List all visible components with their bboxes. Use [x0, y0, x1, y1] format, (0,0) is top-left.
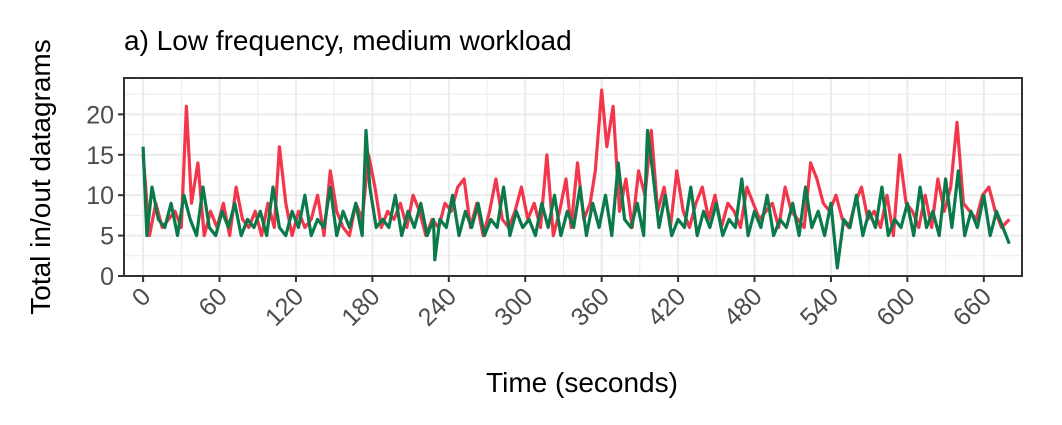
y-tick-label: 5	[100, 223, 114, 251]
x-tick-label: 600	[871, 282, 920, 331]
x-tick-label: 540	[795, 282, 844, 331]
major-grid	[124, 78, 1022, 277]
x-tick-label: 0	[127, 282, 157, 312]
x-axis-title: Time (seconds)	[486, 367, 678, 398]
minor-grid	[124, 78, 1022, 276]
x-tick-label: 420	[642, 282, 691, 331]
x-tick-label: 60	[193, 282, 232, 321]
series-line-1	[141, 88, 1011, 238]
y-tick-label: 0	[100, 263, 114, 291]
x-tick-label: 480	[718, 282, 767, 331]
y-tick-label: 10	[86, 182, 114, 210]
series-line-2	[141, 128, 1011, 270]
series-layer	[141, 88, 1011, 270]
x-tick-label: 660	[948, 282, 997, 331]
panel-border	[123, 77, 1023, 277]
chart-title: a) Low frequency, medium workload	[124, 25, 572, 56]
x-tick-label: 120	[260, 282, 309, 331]
y-tick-label: 15	[86, 142, 114, 170]
y-tick-label: 20	[86, 101, 114, 129]
y-axis-title: Total in/out datagrams	[25, 39, 56, 315]
x-tick-label: 360	[566, 282, 615, 331]
x-tick-label: 180	[336, 282, 385, 331]
x-tick-label: 300	[489, 282, 538, 331]
x-tick-label: 240	[413, 282, 462, 331]
